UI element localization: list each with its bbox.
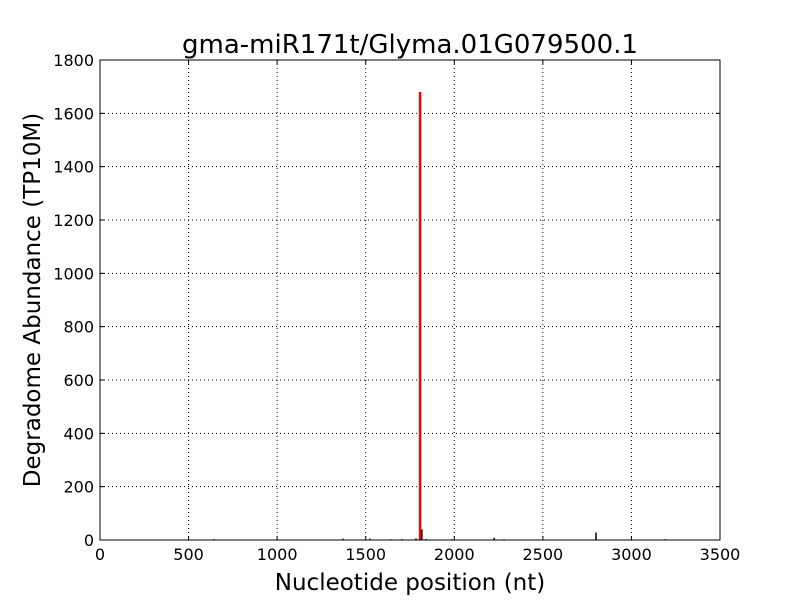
x-tick-label: 2500 (522, 545, 563, 564)
ticks: 0 500 1000 1500 2000 2500 3000 3500 0 200 400 600 80… (53, 51, 740, 564)
x-tick-label: 3500 (700, 545, 741, 564)
y-tick-label: 600 (63, 371, 94, 390)
y-tick-label: 1800 (53, 51, 94, 70)
y-tick-label: 200 (63, 478, 94, 497)
x-tick-label: 1000 (257, 545, 298, 564)
x-tick-label: 0 (95, 545, 105, 564)
y-tick-label: 800 (63, 318, 94, 337)
plot-frame (99, 59, 721, 541)
y-tick-label: 1400 (53, 158, 94, 177)
bars (213, 92, 666, 540)
y-tick-label: 1200 (53, 211, 94, 230)
y-tick-label: 0 (84, 531, 94, 550)
x-tick-label: 3000 (611, 545, 652, 564)
y-tick-label: 1000 (53, 264, 94, 283)
y-axis-label: Degradome Abundance (TP10M) (20, 113, 46, 487)
y-tick-label: 400 (63, 424, 94, 443)
chart-title: gma-miR171t/Glyma.01G079500.1 (182, 30, 638, 60)
x-tick-label: 1500 (345, 545, 386, 564)
grid (100, 60, 720, 540)
x-tick-label: 2000 (434, 545, 475, 564)
x-axis-label: Nucleotide position (nt) (275, 570, 545, 596)
y-tick-label: 1600 (53, 104, 94, 123)
x-tick-label: 500 (173, 545, 204, 564)
